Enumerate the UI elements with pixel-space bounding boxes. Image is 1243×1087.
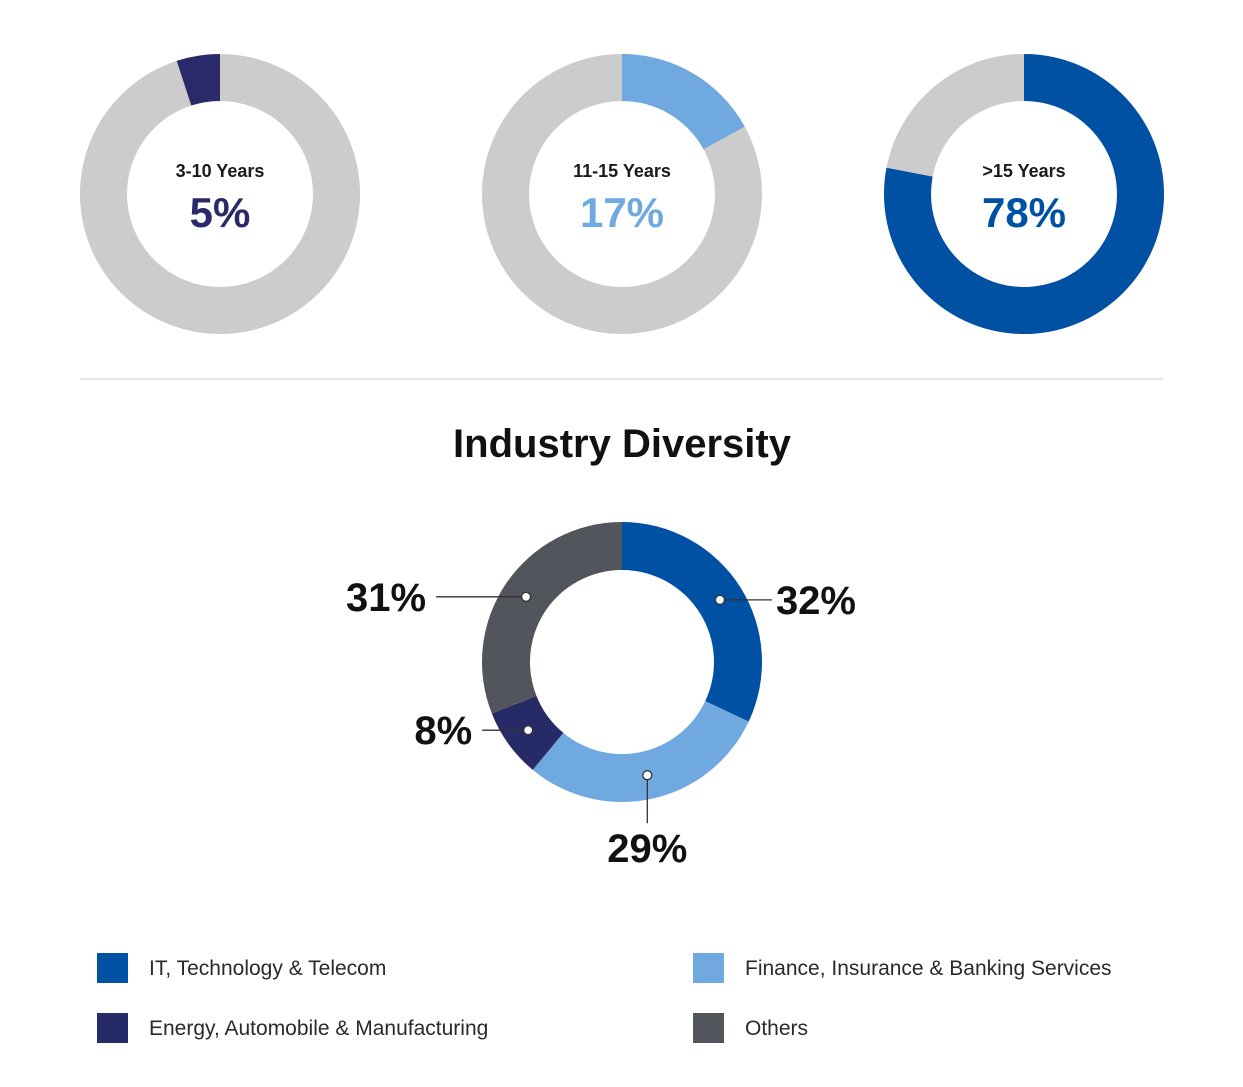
legend-swatch <box>693 953 724 983</box>
gauge-value: 78% <box>982 189 1066 236</box>
legend-label: Energy, Automobile & Manufacturing <box>149 1017 488 1040</box>
legend-item-4: Others <box>693 1013 808 1043</box>
callout-dot <box>520 591 532 602</box>
gauge-fill-segment <box>622 54 745 150</box>
experience-gauges: 3-10 Years 5% 11-15 Years 17% >15 Years 78% <box>80 54 1164 334</box>
gauge-2: 11-15 Years 17% <box>482 54 762 334</box>
callout-label: 29% <box>607 827 687 871</box>
gauge-1: 3-10 Years 5% <box>80 54 360 334</box>
legend-swatch <box>97 953 128 983</box>
donut-slice-1 <box>622 522 762 722</box>
callout-label: 8% <box>414 709 472 753</box>
gauge-value: 17% <box>580 189 664 236</box>
legend-item-2: Finance, Insurance & Banking Services <box>693 953 1112 983</box>
callout-1: 32% <box>714 579 856 623</box>
legend-swatch <box>693 1013 724 1043</box>
gauge-label: 11-15 Years <box>573 161 671 181</box>
donut-slice-4 <box>482 522 622 714</box>
gauge-fill-segment <box>176 54 220 106</box>
callout-label: 32% <box>776 579 856 623</box>
callout-dot <box>714 594 726 605</box>
callout-3: 8% <box>414 709 534 753</box>
donut-slice-2 <box>532 701 749 802</box>
legend-label: Others <box>745 1017 808 1040</box>
industry-donut <box>482 522 762 802</box>
callout-label: 31% <box>346 576 426 620</box>
gauge-value: 5% <box>190 189 251 236</box>
industry-callouts: 32% 29% 8% 31% <box>346 576 856 871</box>
gauge-label: 3-10 Years <box>176 161 265 181</box>
legend: IT, Technology & Telecom Finance, Insuran… <box>97 953 1112 1043</box>
callout-dot <box>523 725 534 736</box>
callout-2: 29% <box>607 770 687 871</box>
legend-swatch <box>97 1013 128 1043</box>
legend-item-1: IT, Technology & Telecom <box>97 953 386 983</box>
legend-item-3: Energy, Automobile & Manufacturing <box>97 1013 488 1043</box>
callout-4: 31% <box>346 576 532 620</box>
gauge-fill-segment <box>884 54 1164 334</box>
gauge-3: >15 Years 78% <box>884 54 1164 334</box>
chart-title: Industry Diversity <box>453 422 792 466</box>
legend-label: Finance, Insurance & Banking Services <box>745 957 1112 980</box>
gauge-label: >15 Years <box>982 161 1065 181</box>
callout-dot <box>642 770 653 781</box>
legend-label: IT, Technology & Telecom <box>149 957 386 980</box>
